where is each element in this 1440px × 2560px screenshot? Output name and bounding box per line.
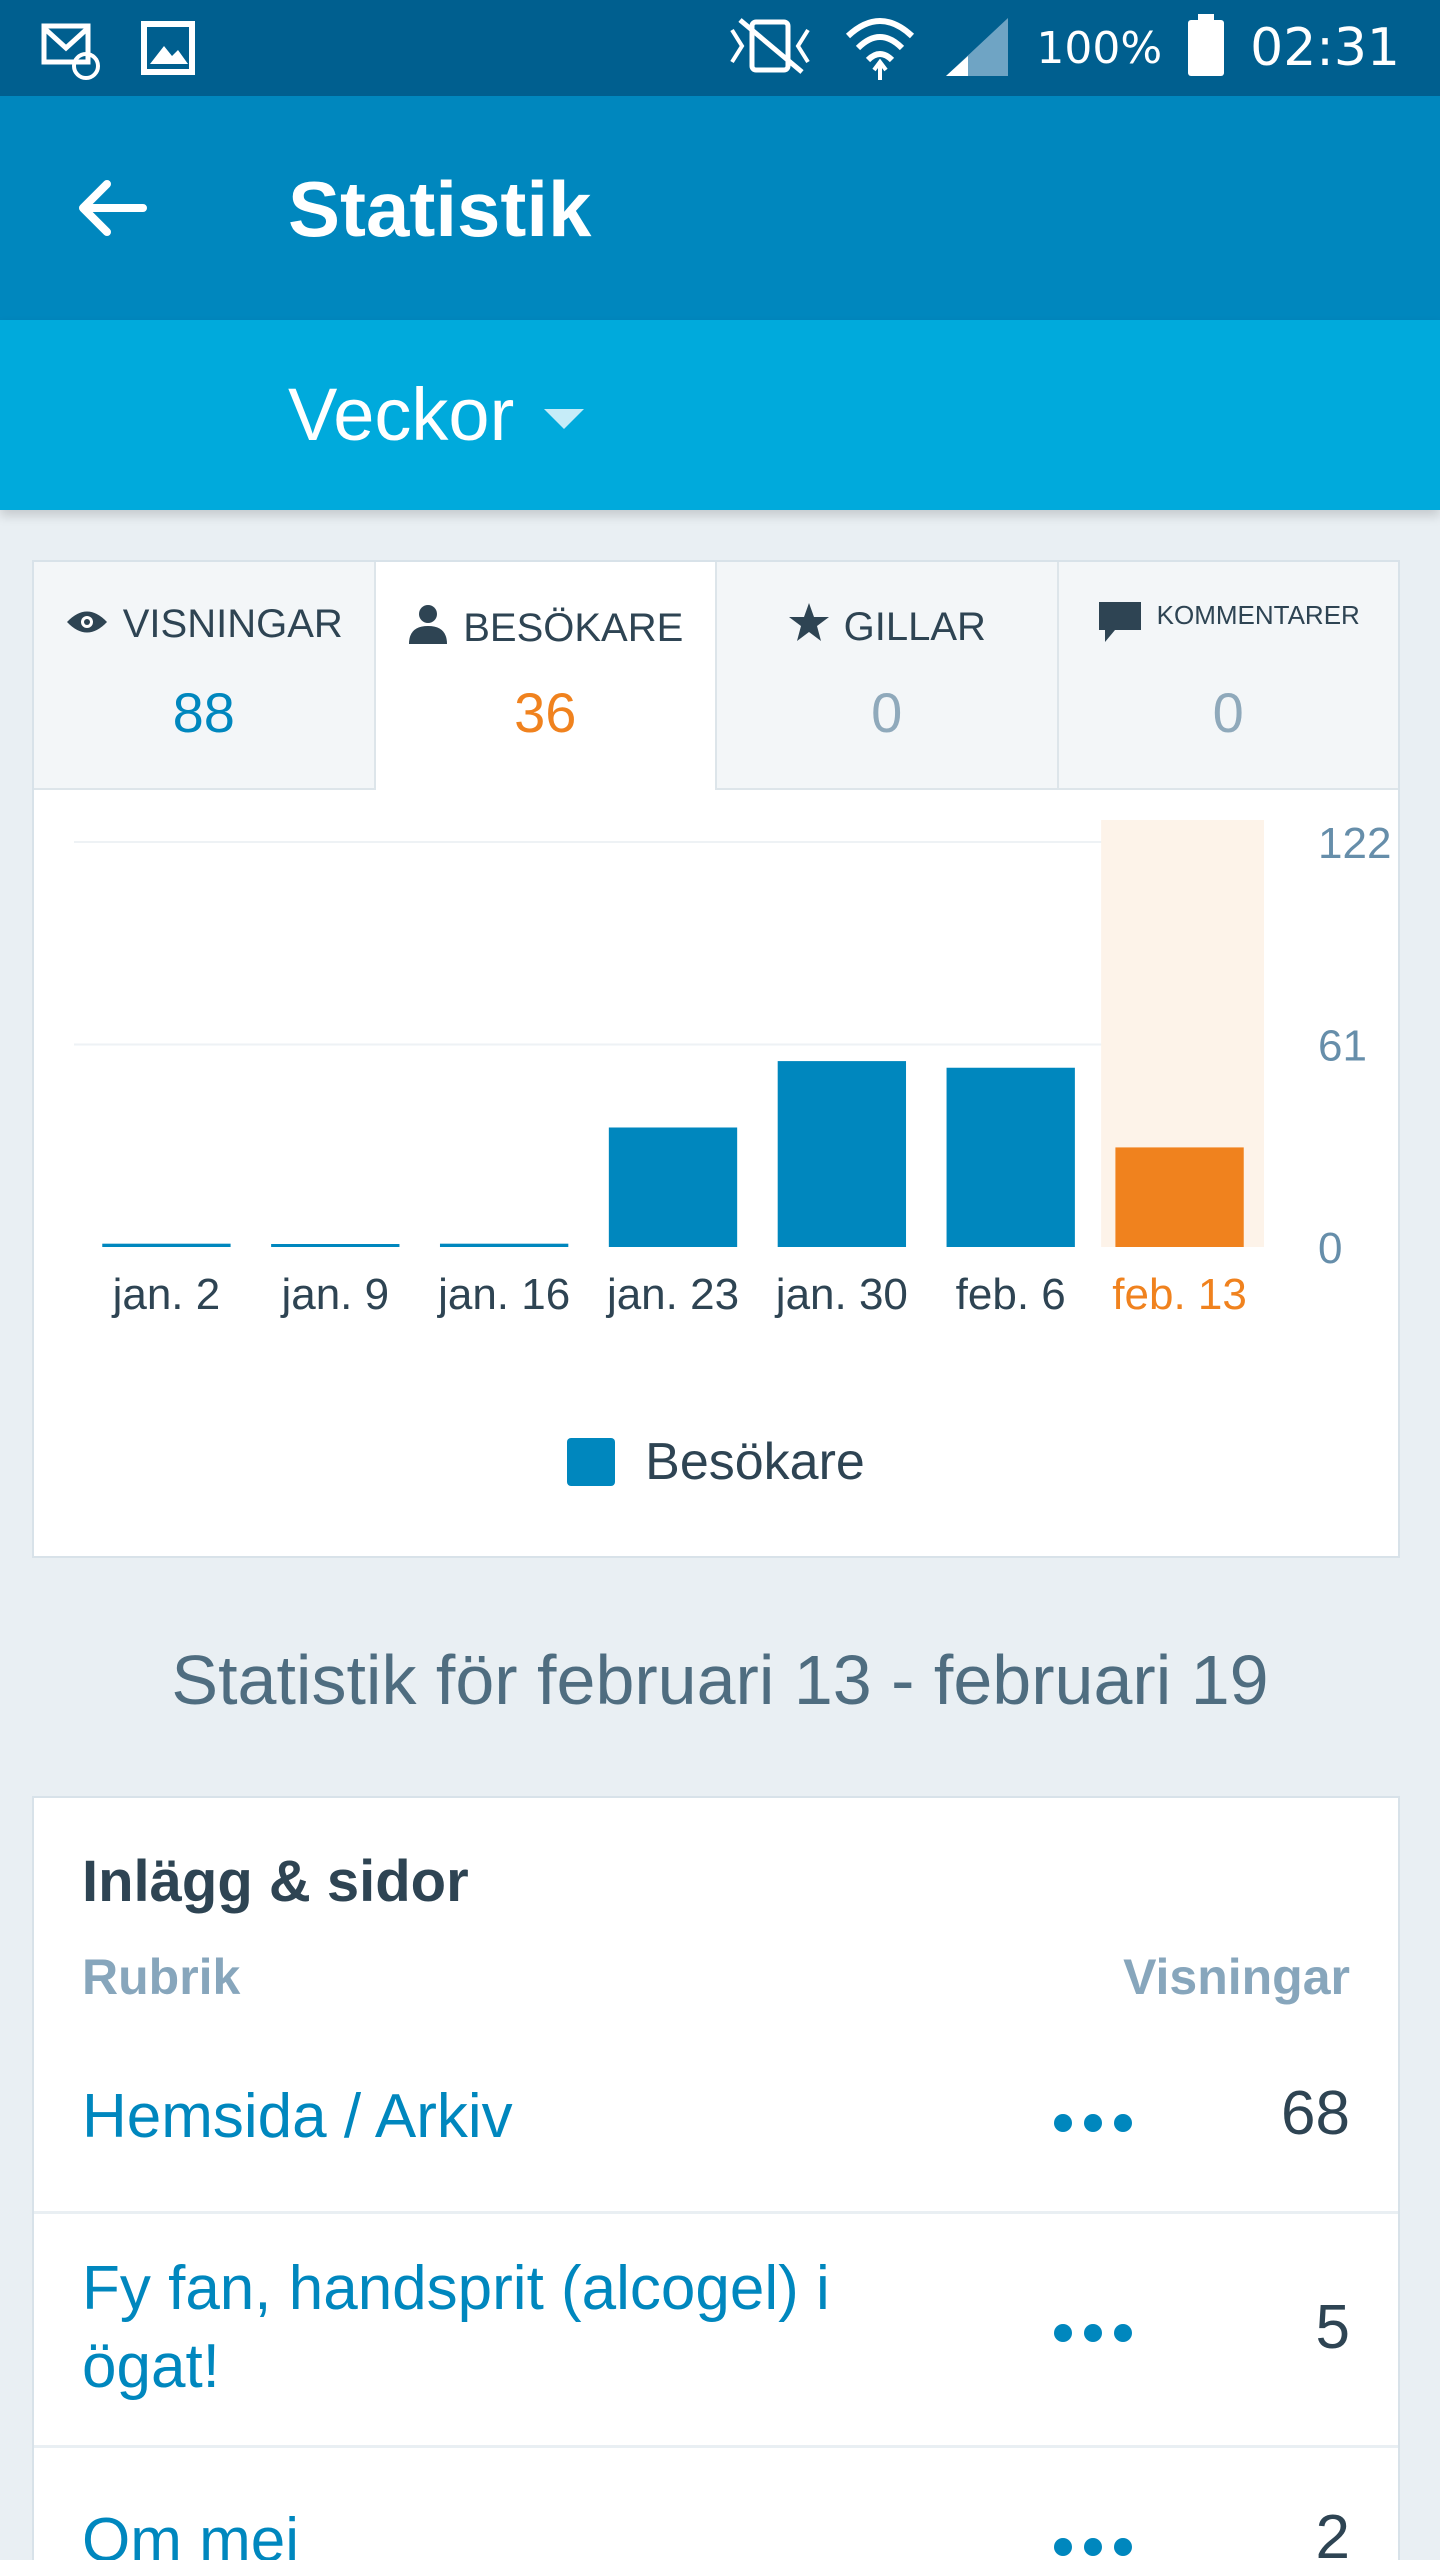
post-title-link[interactable]: Fy fan, handsprit (alcogel) i ögat!	[82, 2254, 830, 2401]
battery-percent: 100%	[1036, 22, 1163, 74]
visitors-bar-chart: jan. 2 jan. 9 jan. 16 jan. 23 jan. 30 feb. 6 f…	[74, 819, 1391, 1319]
tab-visitors[interactable]: BESÖKARE 36	[375, 562, 717, 790]
comment-icon	[1097, 600, 1143, 653]
clock: 02:31	[1250, 18, 1400, 78]
x-tick-label: jan. 30	[774, 1270, 908, 1319]
person-icon	[407, 602, 449, 654]
tab-likes-label: GILLAR	[843, 604, 986, 649]
post-views: 68	[1281, 2079, 1350, 2148]
y-tick-label: 122	[1318, 819, 1391, 868]
tab-views-value: 88	[172, 681, 235, 744]
chart-bar	[102, 1243, 231, 1247]
app-bar: Statistik	[0, 96, 1440, 320]
period-heading: Statistik för februari 13 - februari 19	[171, 1641, 1269, 1719]
period-dropdown[interactable]: Veckor	[288, 372, 585, 457]
more-options-icon[interactable]	[1054, 2324, 1132, 2342]
tab-comments[interactable]: KOMMENTARER 0	[1058, 562, 1398, 790]
x-tick-label: jan. 2	[111, 1270, 221, 1319]
post-title-link[interactable]: Hemsida / Arkiv	[82, 2082, 513, 2151]
back-button[interactable]	[70, 166, 154, 250]
column-views-header: Visningar	[1123, 1949, 1350, 2005]
post-row[interactable]: Om mej 2	[34, 2448, 1398, 2560]
image-notification-icon	[138, 18, 198, 87]
post-views: 5	[1315, 2293, 1350, 2362]
tab-comments-label: KOMMENTARER	[1156, 600, 1360, 630]
legend-swatch	[567, 1438, 616, 1486]
post-views: 2	[1315, 2503, 1350, 2560]
post-row[interactable]: Fy fan, handsprit (alcogel) i ögat! 5	[34, 2214, 1398, 2448]
email-notification-icon	[40, 18, 104, 87]
more-options-icon[interactable]	[1054, 2538, 1132, 2556]
legend-label: Besökare	[645, 1433, 865, 1491]
chevron-down-icon	[544, 408, 585, 429]
stats-card: VISNINGAR 88 BESÖKARE 36 GILLAR 0	[32, 560, 1400, 1558]
wifi-icon	[842, 10, 918, 87]
x-tick-label: jan. 9	[279, 1270, 389, 1319]
chart-legend: Besökare	[34, 1432, 1398, 1492]
tab-likes-value: 0	[871, 681, 903, 744]
signal-icon	[942, 14, 1012, 83]
chart-bar	[439, 1243, 569, 1247]
page-title: Statistik	[288, 165, 592, 253]
status-bar: 100% 02:31	[0, 0, 1440, 96]
posts-title: Inlägg & sidor	[82, 1849, 469, 1914]
tab-views-label: VISNINGAR	[122, 602, 343, 646]
post-row[interactable]: Hemsida / Arkiv 68	[34, 2028, 1398, 2214]
x-tick-label: jan. 16	[436, 1270, 570, 1319]
stats-tabs: VISNINGAR 88 BESÖKARE 36 GILLAR 0	[34, 562, 1398, 790]
tab-visitors-value: 36	[514, 681, 577, 744]
eye-icon	[65, 602, 109, 647]
x-tick-label: jan. 23	[605, 1270, 739, 1319]
y-tick-label: 61	[1318, 1022, 1367, 1071]
tab-comments-value: 0	[1212, 681, 1244, 744]
chart-bar	[946, 1067, 1075, 1247]
y-tick-label: 0	[1318, 1224, 1342, 1273]
chart-bar	[608, 1127, 738, 1247]
x-tick-label: feb. 13	[1112, 1270, 1247, 1319]
period-label: Veckor	[288, 373, 515, 456]
posts-card: Inlägg & sidor Rubrik Visningar Hemsida …	[32, 1796, 1400, 2560]
chart-bar	[777, 1061, 907, 1247]
arrow-left-icon	[79, 180, 147, 236]
chart-bar	[1115, 1147, 1244, 1247]
battery-icon	[1186, 13, 1226, 83]
tab-visitors-label: BESÖKARE	[463, 605, 684, 650]
vibrate-icon	[722, 14, 818, 83]
tab-views[interactable]: VISNINGAR 88	[34, 562, 376, 790]
chart-bar	[271, 1244, 400, 1247]
post-title-link[interactable]: Om mej	[82, 2506, 299, 2560]
x-tick-label: feb. 6	[956, 1270, 1066, 1319]
period-bar: Veckor	[0, 320, 1440, 510]
column-title-header: Rubrik	[82, 1949, 241, 2005]
star-icon	[788, 602, 830, 652]
more-options-icon[interactable]	[1054, 2114, 1132, 2132]
tab-likes[interactable]: GILLAR 0	[717, 562, 1059, 790]
